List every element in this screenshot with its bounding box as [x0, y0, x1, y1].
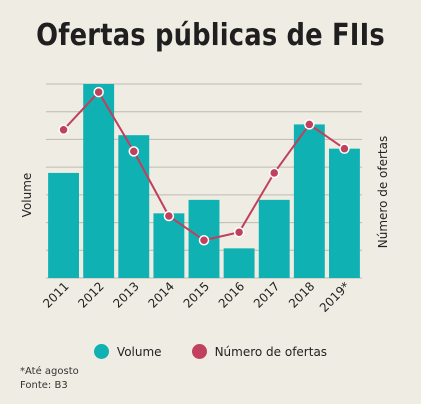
point-offers-2019 [339, 143, 350, 154]
x-tick-label-2018: 2018 [286, 279, 317, 310]
x-tick-label-2015: 2015 [181, 279, 212, 310]
volume-bars [48, 84, 360, 279]
bar-volume-2013 [118, 135, 150, 278]
point-offers-2014 [163, 210, 175, 222]
point-offers-2011 [58, 124, 69, 136]
bar-volume-2019 [328, 148, 360, 278]
legend-label-volume: Volume [116, 344, 162, 359]
legend-swatch-volume [93, 344, 109, 359]
x-tick-labels: 2011 2012 2013 2014 2015 2016 2017 2018 2019* [40, 279, 352, 315]
x-tick-label-2016: 2016 [216, 279, 247, 310]
point-offers-2016 [233, 226, 245, 238]
x-tick-label-2011: 2011 [40, 279, 71, 310]
x-tick-label-2014: 2014 [146, 279, 177, 310]
x-tick-label-2012: 2012 [75, 279, 106, 310]
point-offers-2017 [268, 167, 280, 179]
point-offers-2012 [93, 86, 104, 98]
source-note: Fonte: B3 [20, 380, 68, 391]
x-tick-label-2013: 2013 [110, 279, 141, 310]
y-axis-label-right: Número de ofertas [376, 136, 390, 249]
legend-swatch-offers [191, 344, 207, 359]
legend-item-volume: Volume [93, 344, 162, 359]
bar-volume-2011 [48, 172, 80, 278]
legend-label-offers: Número de ofertas [214, 344, 328, 359]
legend-item-offers: Número de ofertas [191, 344, 328, 359]
chart-plot: 2011 2012 2013 2014 2015 2016 2017 2018 2019* Vo… [20, 83, 390, 315]
point-offers-2015 [198, 235, 210, 246]
offers-line [58, 86, 350, 246]
chart-title: Ofertas públicas de FIIs [36, 18, 385, 53]
bar-volume-2012 [83, 84, 115, 278]
legend: Volume Número de ofertas [0, 344, 421, 359]
footnote: *Até agosto [20, 366, 79, 377]
point-offers-2013 [128, 146, 140, 157]
point-offers-2018 [304, 119, 315, 130]
bar-volume-2017 [258, 199, 290, 278]
bar-volume-2018 [293, 124, 325, 279]
y-axis-label-left: Volume [20, 173, 34, 218]
x-tick-label-2019: 2019* [317, 279, 353, 315]
x-tick-label-2017: 2017 [251, 279, 282, 310]
bar-volume-2016 [223, 248, 255, 278]
